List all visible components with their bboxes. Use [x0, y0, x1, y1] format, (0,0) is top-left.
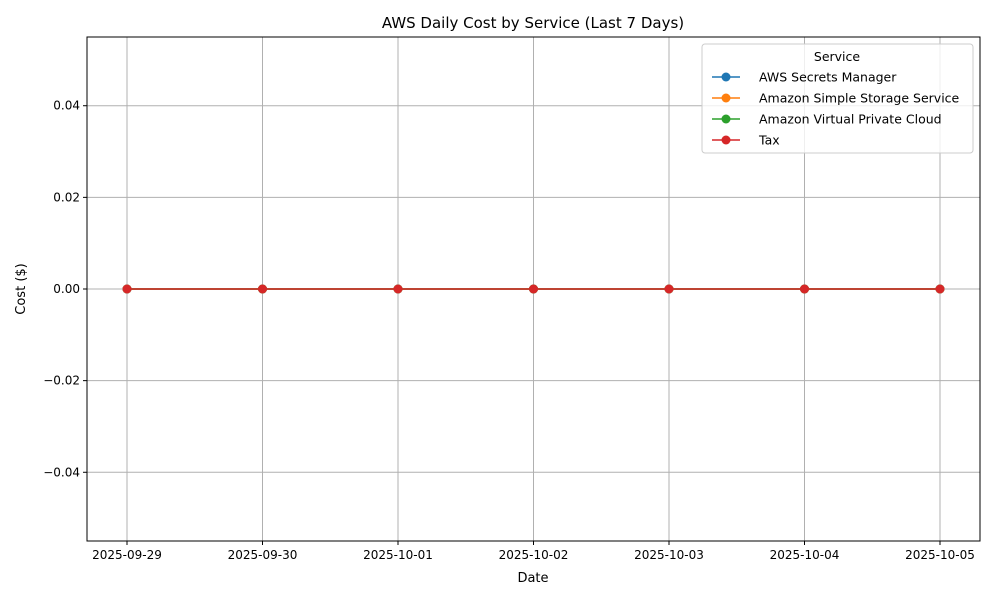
legend-label: Amazon Virtual Private Cloud	[759, 112, 942, 127]
x-tick-label: 2025-10-02	[499, 548, 569, 562]
y-tick-label: 0.04	[53, 99, 80, 113]
series-layer	[122, 284, 945, 294]
legend-marker	[721, 114, 731, 124]
legend-entry: AWS Secrets Manager	[712, 70, 897, 85]
legend-label: Amazon Simple Storage Service	[759, 91, 960, 106]
legend-entry: Tax	[712, 133, 780, 148]
legend-box	[701, 43, 974, 154]
legend: Service AWS Secrets Manager Amazon Simple…	[701, 43, 974, 154]
legend-entries: AWS Secrets Manager Amazon Simple Storage…	[712, 70, 960, 148]
y-axis-label: Cost ($)	[14, 263, 29, 314]
legend-label: Tax	[758, 133, 780, 148]
data-point	[258, 284, 267, 294]
legend-marker	[721, 135, 731, 145]
chart-title: AWS Daily Cost by Service (Last 7 Days)	[382, 14, 684, 32]
x-tick-label: 2025-10-01	[363, 548, 433, 562]
x-tick-label: 2025-09-30	[228, 548, 298, 562]
y-axis-ticks: −0.04 −0.02 0.00 0.02 0.04	[43, 99, 87, 479]
series	[122, 284, 945, 294]
y-tick-label: 0.00	[53, 282, 80, 296]
data-point	[935, 284, 945, 294]
legend-title: Service	[814, 49, 861, 64]
legend-label: AWS Secrets Manager	[759, 70, 897, 85]
data-point	[529, 284, 538, 294]
legend-marker	[721, 93, 731, 103]
x-tick-label: 2025-10-04	[770, 548, 840, 562]
x-axis-label: Date	[517, 571, 548, 586]
data-point	[122, 284, 132, 294]
x-tick-label: 2025-10-05	[905, 548, 975, 562]
x-tick-label: 2025-09-29	[92, 548, 162, 562]
x-axis-ticks: 2025-09-29 2025-09-30 2025-10-01 2025-10-02…	[92, 541, 975, 562]
y-tick-label: −0.04	[43, 465, 80, 479]
legend-entry: Amazon Virtual Private Cloud	[712, 112, 942, 127]
legend-entry: Amazon Simple Storage Service	[712, 91, 960, 106]
legend-marker	[721, 72, 731, 82]
y-tick-label: −0.02	[43, 374, 80, 388]
data-point	[664, 284, 674, 294]
data-point	[393, 284, 403, 294]
x-tick-label: 2025-10-03	[634, 548, 704, 562]
y-tick-label: 0.02	[53, 190, 80, 204]
data-point	[800, 284, 809, 294]
